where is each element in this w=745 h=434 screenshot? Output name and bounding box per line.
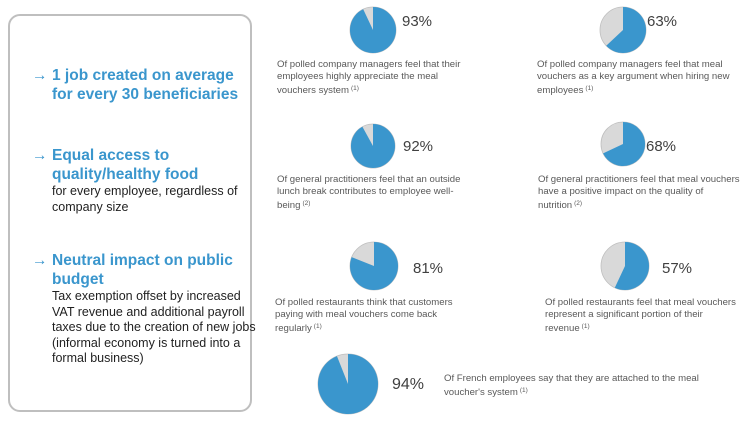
stat-description: Of French employees say that they are at… <box>444 373 724 399</box>
percentage-label: 93% <box>402 13 433 30</box>
percentage-label: 57% <box>662 260 693 277</box>
benefit-job-creation: → 1 job created on average for every 30 … <box>32 66 257 104</box>
footnote-ref: (1) <box>585 85 594 92</box>
pie-slice-value <box>350 7 396 53</box>
footnote-ref: (1) <box>350 85 359 92</box>
percentage-label: 63% <box>647 13 678 30</box>
percentage-label: 68% <box>646 138 677 155</box>
stat-description: Of polled restaurants feel that meal vou… <box>545 297 745 335</box>
benefit-heading: → 1 job created on average for every 30 … <box>32 66 257 104</box>
pie-chart <box>599 6 647 54</box>
stat-description: Of general practitioners feel that an ou… <box>277 174 467 212</box>
pie-slice-value <box>603 122 645 166</box>
pie-chart <box>600 241 650 291</box>
pie-chart <box>317 353 379 415</box>
footnote-ref: (1) <box>519 387 528 394</box>
pie-slice-value <box>614 242 649 290</box>
key-benefits-panel: → 1 job created on average for every 30 … <box>8 14 256 412</box>
description-text: Of general practitioners feel that meal … <box>538 174 740 211</box>
footnote-ref: (2) <box>574 200 583 207</box>
arrow-right-icon: → <box>32 147 48 164</box>
description-text: Of polled restaurants think that custome… <box>275 297 453 334</box>
description-text: Of general practitioners feel that an ou… <box>277 174 461 211</box>
stat-description: Of polled company managers feel that mea… <box>537 59 742 97</box>
percentage-label: 81% <box>413 260 444 277</box>
arrow-right-icon: → <box>32 252 48 269</box>
pie-chart <box>350 123 396 169</box>
benefit-heading: → Neutral impact on public budget <box>32 251 257 289</box>
pie-slice-value <box>351 124 395 168</box>
description-text: Of polled restaurants feel that meal vou… <box>545 297 736 334</box>
benefit-title: Neutral impact on public budget <box>52 252 233 288</box>
pie-slice-value <box>318 354 378 414</box>
benefit-body: for every employee, regardless of compan… <box>52 184 238 214</box>
pie-chart <box>600 121 646 167</box>
benefit-heading: → Equal access to quality/healthy food <box>32 146 257 184</box>
footnote-ref: (1) <box>581 323 590 330</box>
benefit-neutral-budget: → Neutral impact on public budget Tax ex… <box>32 251 257 367</box>
description-text: Of polled company managers feel that the… <box>277 59 461 96</box>
pie-chart <box>349 241 399 291</box>
stat-description: Of general practitioners feel that meal … <box>538 174 743 212</box>
pie-slice-value <box>606 7 646 53</box>
stat-description: Of polled restaurants think that custome… <box>275 297 470 335</box>
benefit-equal-access: → Equal access to quality/healthy food f… <box>32 146 257 215</box>
description-text: Of polled company managers feel that mea… <box>537 59 730 96</box>
footnote-ref: (2) <box>302 200 311 207</box>
footnote-ref: (1) <box>313 323 322 330</box>
percentage-label: 94% <box>392 376 425 393</box>
description-text: Of French employees say that they are at… <box>444 373 699 398</box>
benefit-title: 1 job created on average for every 30 be… <box>52 67 239 103</box>
pie-slice-value <box>350 242 398 290</box>
percentage-label: 92% <box>403 138 434 155</box>
arrow-right-icon: → <box>32 67 48 84</box>
pie-chart <box>349 6 397 54</box>
benefit-title: Equal access to quality/healthy food <box>52 147 199 183</box>
stat-description: Of polled company managers feel that the… <box>277 59 477 97</box>
benefit-body: Tax exemption offset by increased VAT re… <box>52 289 256 365</box>
